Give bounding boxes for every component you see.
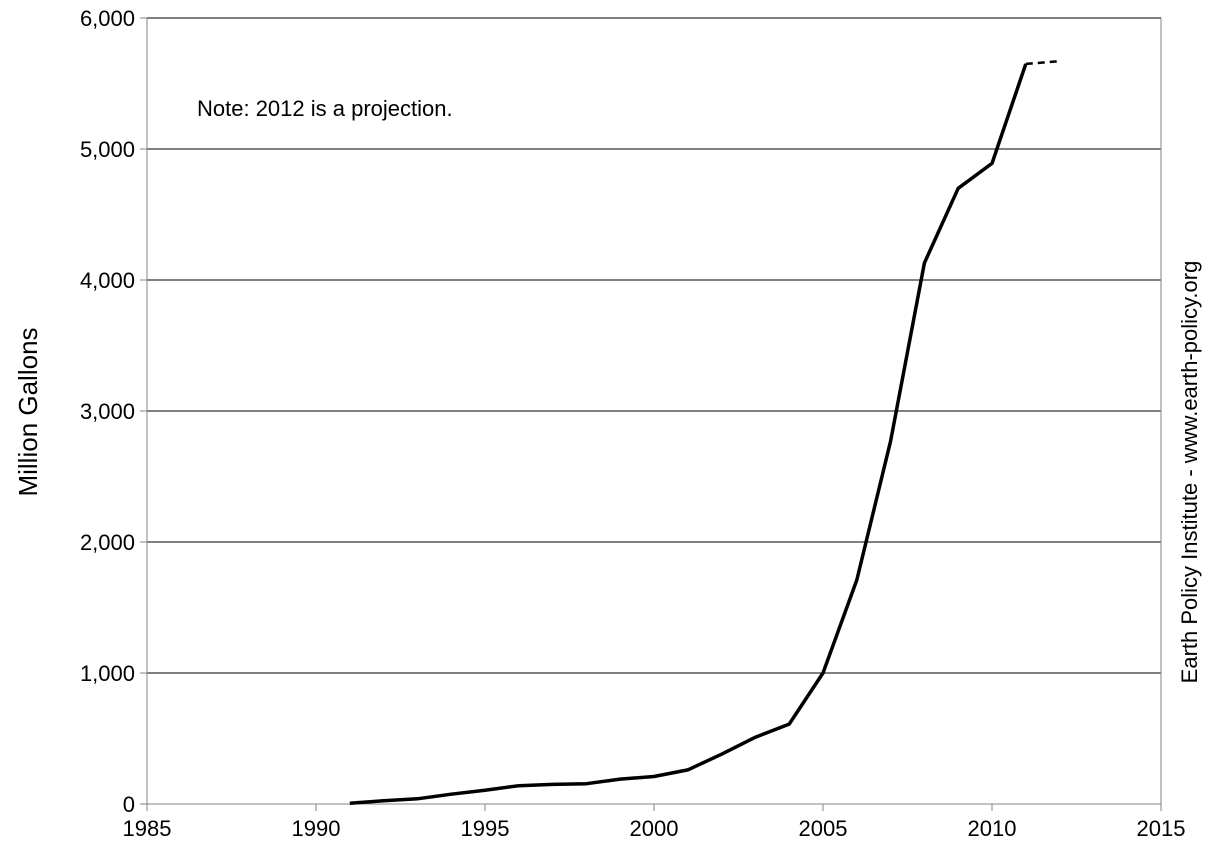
data-point	[348, 802, 351, 805]
data-point	[957, 187, 960, 190]
x-tick-label: 1990	[292, 816, 341, 841]
x-tick-label: 2000	[630, 816, 679, 841]
axes	[140, 17, 1162, 811]
data-point	[484, 789, 487, 792]
data-point	[416, 797, 419, 800]
y-tick-label: 2,000	[80, 530, 135, 555]
data-point	[788, 723, 791, 726]
data-point	[585, 782, 588, 785]
y-tick-label: 4,000	[80, 268, 135, 293]
data-point	[889, 440, 892, 443]
y-tick-label: 3,000	[80, 399, 135, 424]
y-tick-label: 1,000	[80, 661, 135, 686]
data-point	[450, 793, 453, 796]
y-tick-label: 0	[123, 792, 135, 817]
data-point	[517, 784, 520, 787]
y-tick-label: 5,000	[80, 137, 135, 162]
data-point	[551, 783, 554, 786]
data-point	[822, 672, 825, 675]
production-series-line	[349, 63, 1028, 806]
data-point	[1024, 62, 1027, 65]
x-tick-label: 1985	[123, 816, 172, 841]
source-credit: Earth Policy Institute - www.earth-polic…	[1177, 261, 1202, 684]
data-point	[923, 261, 926, 264]
projection-series-line	[1025, 59, 1060, 66]
data-point	[754, 736, 757, 739]
data-point	[991, 162, 994, 165]
data-point	[619, 778, 622, 781]
data-point	[1058, 60, 1061, 63]
data-point	[382, 799, 385, 802]
x-tick-label: 1995	[461, 816, 510, 841]
tick-labels: 0 1,000 2,000 3,000 4,000 5,000 6,000 1985 1990 1…	[80, 6, 1186, 841]
data-point	[653, 775, 656, 778]
x-tick-label: 2005	[799, 816, 848, 841]
x-tick-label: 2010	[968, 816, 1017, 841]
data-point	[855, 578, 858, 581]
x-tick-label: 2015	[1137, 816, 1186, 841]
series-group	[348, 59, 1061, 806]
gridlines	[147, 17, 1161, 674]
data-point	[686, 768, 689, 771]
y-tick-label: 6,000	[80, 6, 135, 31]
data-point	[720, 753, 723, 756]
projection-note: Note: 2012 is a projection.	[197, 96, 453, 121]
y-axis-title: Million Gallons	[13, 327, 43, 496]
